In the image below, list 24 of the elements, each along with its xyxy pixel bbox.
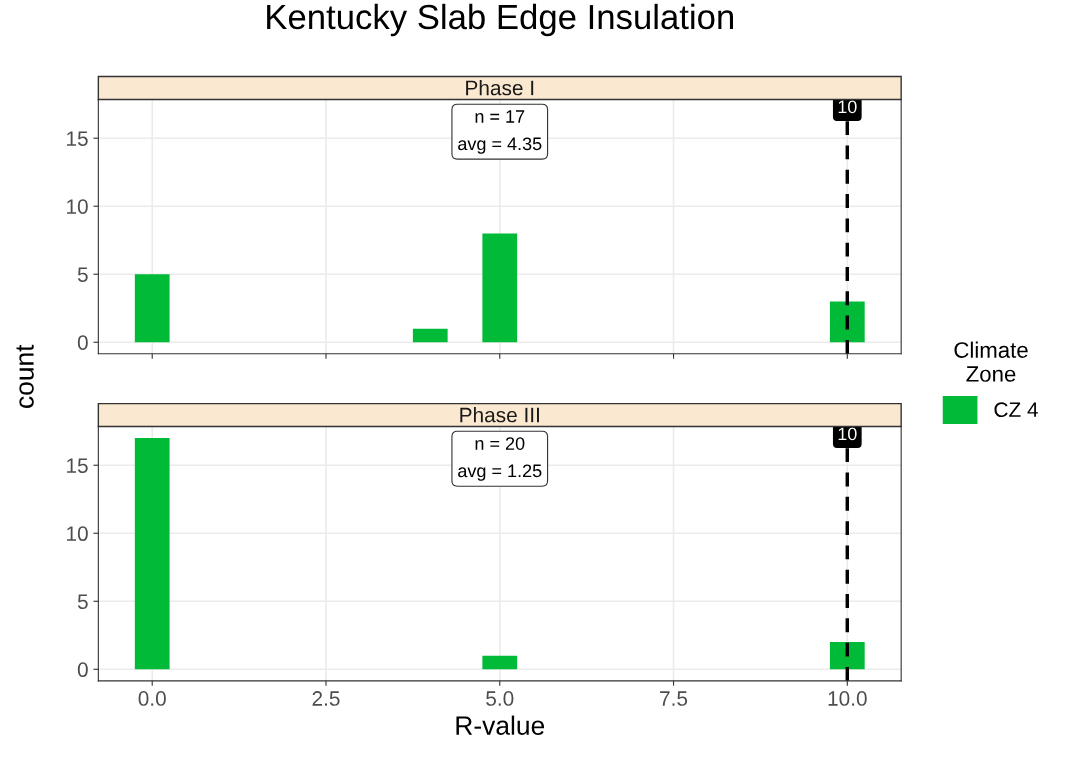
y-tick-label: 0 bbox=[77, 662, 88, 678]
y-tick-label: 5 bbox=[77, 267, 88, 282]
y-tick-label: 10 bbox=[67, 199, 88, 214]
x-tick-label: 5.0 bbox=[486, 691, 514, 706]
x-tick-label: 7.5 bbox=[660, 691, 688, 706]
ref-line-label: 10 bbox=[838, 427, 857, 441]
annotation: n = 17 avg = 4.35 bbox=[458, 110, 542, 154]
y-tick-label: 10 bbox=[67, 526, 88, 542]
y-tick-label: 15 bbox=[67, 458, 88, 474]
legend-title: Climate Zone bbox=[954, 341, 1028, 382]
y-tick-label: 5 bbox=[77, 594, 88, 610]
chart-subtitle: Phase III bbox=[460, 407, 539, 423]
x-tick-label: 10.0 bbox=[828, 691, 867, 706]
y-tick-label: 15 bbox=[67, 131, 88, 146]
ref-line-label: 10 bbox=[838, 100, 857, 114]
x-tick-label: 2.5 bbox=[312, 691, 340, 706]
chart-title: Kentucky Slab Edge Insulation bbox=[267, 3, 734, 37]
y-tick-label: 0 bbox=[77, 335, 88, 350]
x-axis-title: R-value bbox=[456, 715, 545, 735]
x-tick-label: 0.0 bbox=[138, 691, 166, 706]
legend-label: CZ 4 bbox=[994, 402, 1038, 418]
y-axis-title: count bbox=[16, 344, 34, 408]
annotation: n = 20 avg = 1.25 bbox=[458, 437, 542, 481]
chart-subtitle: Phase I bbox=[466, 80, 534, 96]
